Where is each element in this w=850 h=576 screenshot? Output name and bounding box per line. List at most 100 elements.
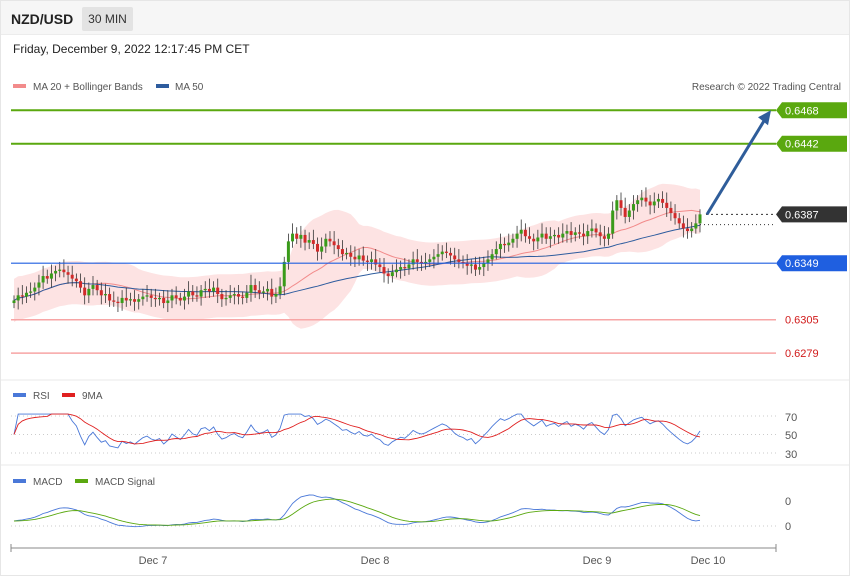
candle-body xyxy=(623,207,627,217)
candle-body xyxy=(66,272,70,275)
timeframe-button[interactable]: 30 MIN xyxy=(82,7,133,31)
candle-body xyxy=(124,297,128,301)
candle-body xyxy=(669,207,673,214)
candle-body xyxy=(378,264,382,268)
candle-body xyxy=(324,238,328,247)
candle-body xyxy=(640,197,644,201)
candle-body xyxy=(199,290,203,297)
candle-body xyxy=(54,270,58,274)
level-tag-0.6442 xyxy=(776,135,847,152)
candle-body xyxy=(87,288,91,296)
candle-body xyxy=(95,285,99,291)
candle-body xyxy=(557,234,561,238)
macd-tick-upper: 0 xyxy=(785,496,791,508)
candle-body xyxy=(158,297,162,300)
candle-body xyxy=(37,282,41,288)
candle-body xyxy=(586,231,590,237)
candle-body xyxy=(656,198,660,202)
candle-body xyxy=(112,300,116,302)
candle-body xyxy=(328,238,332,242)
candle-body xyxy=(648,201,652,206)
candle-body xyxy=(473,264,477,270)
candle-body xyxy=(357,255,361,260)
level-label-0.6349: 0.6349 xyxy=(785,258,819,270)
candle-body xyxy=(320,246,324,252)
candle-body xyxy=(224,297,228,300)
candle-body xyxy=(257,290,261,293)
level-tag-0.6468 xyxy=(776,102,847,119)
candle-body xyxy=(370,259,374,262)
candle-body xyxy=(99,290,103,296)
candle-body xyxy=(79,281,83,288)
candle-body xyxy=(232,294,236,296)
candle-body xyxy=(353,256,357,260)
candle-body xyxy=(507,242,511,246)
candle-body xyxy=(245,292,249,298)
candle-body xyxy=(228,295,232,298)
candle-body xyxy=(544,233,548,239)
candle-body xyxy=(449,252,453,256)
candle-body xyxy=(374,259,378,265)
ma50-line xyxy=(13,224,701,301)
candle-body xyxy=(436,254,440,257)
macd-tick-lower: 0 xyxy=(785,521,791,533)
candle-body xyxy=(349,252,353,257)
rsi-tick-30: 30 xyxy=(785,449,797,461)
candle-body xyxy=(677,218,681,224)
ma20-legend-swatch xyxy=(13,84,26,88)
candle-body xyxy=(278,286,282,295)
level-label-0.6468: 0.6468 xyxy=(785,105,819,117)
candle-body xyxy=(523,229,527,237)
candle-body xyxy=(453,255,457,260)
macd-signal-line xyxy=(13,498,701,526)
level-label-0.6279: 0.6279 xyxy=(785,348,819,360)
candle-body xyxy=(253,285,257,291)
candle-body xyxy=(503,243,507,246)
candle-body xyxy=(133,299,137,302)
candle-body xyxy=(29,291,33,293)
rsi-ma-legend-label: 9MA xyxy=(82,391,103,402)
candle-body xyxy=(70,274,74,279)
candle-body xyxy=(311,240,315,244)
symbol-title: NZD/USD xyxy=(11,11,74,27)
candle-body xyxy=(498,243,502,250)
candle-body xyxy=(561,233,565,238)
candle-body xyxy=(270,288,274,297)
candle-body xyxy=(145,295,149,297)
candle-body xyxy=(345,252,349,255)
ma50-legend-label: MA 50 xyxy=(175,82,204,93)
candle-body xyxy=(62,269,66,273)
main-legend: MA 20 + Bollinger Bands MA 50 Research ©… xyxy=(13,82,841,93)
candle-body xyxy=(565,231,569,234)
candle-body xyxy=(20,295,24,297)
macd-legend-swatch xyxy=(13,479,26,483)
candle-body xyxy=(24,292,28,297)
candle-body xyxy=(577,232,581,234)
candle-body xyxy=(108,294,112,301)
candle-body xyxy=(403,267,407,269)
candle-body xyxy=(170,295,174,301)
candle-body xyxy=(573,232,577,235)
candle-body xyxy=(12,300,16,304)
candle-body xyxy=(673,213,677,219)
candle-body xyxy=(424,261,428,264)
candle-body xyxy=(361,255,365,261)
candle-body xyxy=(627,210,631,217)
rsi-legend-label: RSI xyxy=(33,391,50,402)
candle-body xyxy=(415,259,419,262)
candle-body xyxy=(83,287,87,296)
candle-body xyxy=(519,229,523,234)
candle-body xyxy=(91,285,95,289)
candle-body xyxy=(428,259,432,262)
rsi-ma-line xyxy=(13,413,701,445)
candle-body xyxy=(698,214,702,224)
candle-body xyxy=(457,259,461,262)
level-tag-0.6387 xyxy=(776,206,847,223)
candle-body xyxy=(316,243,320,252)
candle-body xyxy=(511,238,515,243)
candle-body xyxy=(299,234,303,239)
rsi-tick-70: 70 xyxy=(785,412,797,424)
candle-body xyxy=(598,232,602,237)
x-tick-dec10: Dec 10 xyxy=(691,555,726,567)
